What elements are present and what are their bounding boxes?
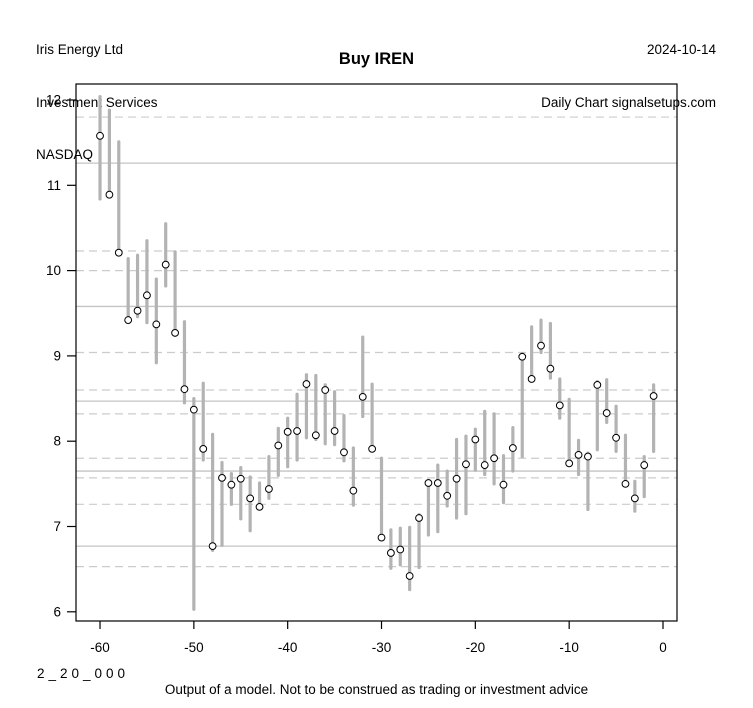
- close-marker: [311, 431, 320, 440]
- close-marker: [321, 386, 330, 394]
- chart-date: 2024-10-14: [646, 42, 716, 57]
- close-marker: [283, 427, 292, 436]
- close-marker: [452, 474, 461, 483]
- close-marker: [602, 409, 611, 417]
- close-marker: [255, 502, 264, 511]
- close-marker: [293, 427, 301, 435]
- exchange-label: NASDAQ: [36, 147, 94, 162]
- x-axis-tick-label: 0: [659, 640, 667, 655]
- close-marker: [443, 491, 452, 500]
- close-marker: [546, 364, 555, 373]
- close-marker: [480, 461, 489, 469]
- close-marker: [499, 480, 508, 489]
- y-axis-tick-label: 6: [53, 604, 61, 619]
- x-axis-tick-label: -20: [466, 640, 486, 655]
- close-marker: [462, 460, 470, 469]
- close-marker: [349, 486, 358, 495]
- close-marker: [565, 459, 574, 468]
- close-marker: [152, 320, 161, 329]
- close-marker: [555, 401, 564, 410]
- close-marker: [433, 479, 442, 487]
- close-marker: [649, 392, 658, 400]
- close-marker: [368, 444, 377, 453]
- close-marker: [199, 444, 208, 453]
- close-marker: [593, 381, 602, 389]
- close-marker: [171, 328, 179, 337]
- chart-title: Buy IREN: [338, 50, 415, 68]
- plot-border: [75, 83, 678, 622]
- header-right-block: 2024-10-14 Daily Chart signalsetups.com: [541, 6, 716, 146]
- close-marker: [537, 341, 545, 350]
- close-marker: [208, 542, 217, 551]
- y-axis-tick-label: 10: [46, 263, 61, 278]
- close-marker: [302, 380, 311, 388]
- close-marker: [143, 291, 151, 300]
- chart-source: Daily Chart signalsetups.com: [541, 94, 716, 110]
- close-marker: [274, 441, 283, 450]
- y-axis-tick-label: 9: [53, 348, 61, 363]
- close-marker: [133, 306, 142, 315]
- x-axis-tick-label: -60: [90, 640, 110, 655]
- company-name: Iris Energy Ltd: [36, 42, 124, 57]
- close-marker: [105, 190, 114, 199]
- close-marker: [358, 392, 367, 401]
- y-axis-tick-label: 8: [53, 434, 61, 449]
- close-marker: [386, 549, 395, 557]
- x-axis-tick-label: -40: [278, 640, 298, 655]
- close-marker: [508, 444, 517, 452]
- close-marker: [396, 545, 405, 554]
- close-marker: [246, 494, 255, 503]
- close-marker: [218, 473, 226, 482]
- model-id-label: 2_20_000: [37, 666, 130, 681]
- close-marker: [330, 427, 339, 435]
- close-marker: [518, 352, 527, 361]
- header-left-block: Iris Energy Ltd Investment Services NASD…: [36, 6, 158, 199]
- y-axis-tick-label: 12: [46, 93, 61, 108]
- close-marker: [227, 480, 236, 489]
- close-marker: [424, 479, 433, 487]
- close-marker: [415, 514, 423, 522]
- close-marker: [612, 433, 620, 442]
- close-marker: [180, 385, 189, 394]
- close-marker: [124, 316, 133, 324]
- x-axis-tick-label: -30: [372, 640, 392, 655]
- close-marker: [490, 454, 499, 463]
- close-marker: [340, 448, 348, 457]
- y-axis-tick-label: 11: [47, 178, 61, 193]
- close-marker: [574, 450, 583, 459]
- close-marker: [527, 375, 536, 383]
- x-axis-tick-label: -50: [184, 640, 204, 655]
- close-marker: [471, 435, 480, 444]
- close-marker: [584, 452, 592, 461]
- close-marker: [189, 405, 198, 414]
- close-marker: [236, 474, 245, 483]
- close-marker: [114, 248, 123, 257]
- close-marker: [640, 461, 649, 469]
- y-axis-tick-label: 7: [53, 519, 61, 534]
- close-marker: [405, 572, 414, 580]
- close-marker: [265, 485, 273, 493]
- x-axis-tick-label: -10: [559, 640, 579, 655]
- close-marker: [621, 479, 630, 488]
- close-marker: [377, 533, 386, 542]
- company-subtitle: Investment Services: [36, 94, 158, 110]
- close-marker: [630, 494, 639, 503]
- close-marker: [161, 260, 170, 269]
- disclaimer-text: Output of a model. Not to be construed a…: [164, 682, 589, 697]
- close-marker: [96, 131, 104, 140]
